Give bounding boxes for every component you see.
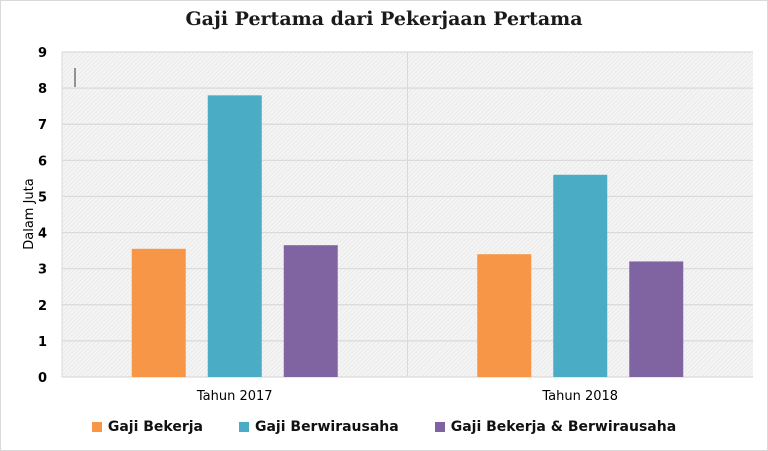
bar-gaji-bekerja-berwirausaha-1 xyxy=(629,261,684,377)
bar-gaji-berwirausaha-0 xyxy=(207,95,262,377)
legend-swatch xyxy=(434,422,445,432)
bar-gaji-berwirausaha-1 xyxy=(553,174,608,377)
x-tick-label: Tahun 2018 xyxy=(541,389,618,404)
bar-gaji-bekerja-berwirausaha-0 xyxy=(283,245,338,377)
y-tick-label: 0 xyxy=(38,371,47,386)
legend-label: Gaji Bekerja & Berwirausaha xyxy=(450,419,677,435)
legend-label: Gaji Berwirausaha xyxy=(254,419,399,435)
y-tick-label: 7 xyxy=(38,118,47,133)
legend-item: Gaji Bekerja & Berwirausaha xyxy=(434,419,677,435)
chart-title: Gaji Pertama dari Pekerjaan Pertama xyxy=(185,8,583,30)
bar-gaji-bekerja-1 xyxy=(477,254,532,377)
y-tick-label: 8 xyxy=(38,82,47,97)
y-tick-label: 4 xyxy=(38,227,47,242)
y-tick-label: 2 xyxy=(38,299,47,314)
y-tick-label: 6 xyxy=(38,154,47,169)
x-tick-label: Tahun 2017 xyxy=(196,389,273,404)
y-tick-label: 9 xyxy=(38,46,47,61)
legend-label: Gaji Bekerja xyxy=(107,419,203,435)
bar-gaji-bekerja-0 xyxy=(131,248,186,377)
y-tick-label: 3 xyxy=(38,263,47,278)
legend: Gaji Bekerja Gaji Berwirausaha Gaji Bekerj… xyxy=(0,419,768,435)
y-tick-label: 1 xyxy=(38,335,47,350)
legend-item: Gaji Berwirausaha xyxy=(238,419,399,435)
y-tick-label: 5 xyxy=(38,190,47,205)
legend-swatch xyxy=(238,422,249,432)
legend-swatch xyxy=(91,422,102,432)
y-axis-label: Dalam Juta xyxy=(22,178,37,250)
legend-item: Gaji Bekerja xyxy=(91,419,203,435)
